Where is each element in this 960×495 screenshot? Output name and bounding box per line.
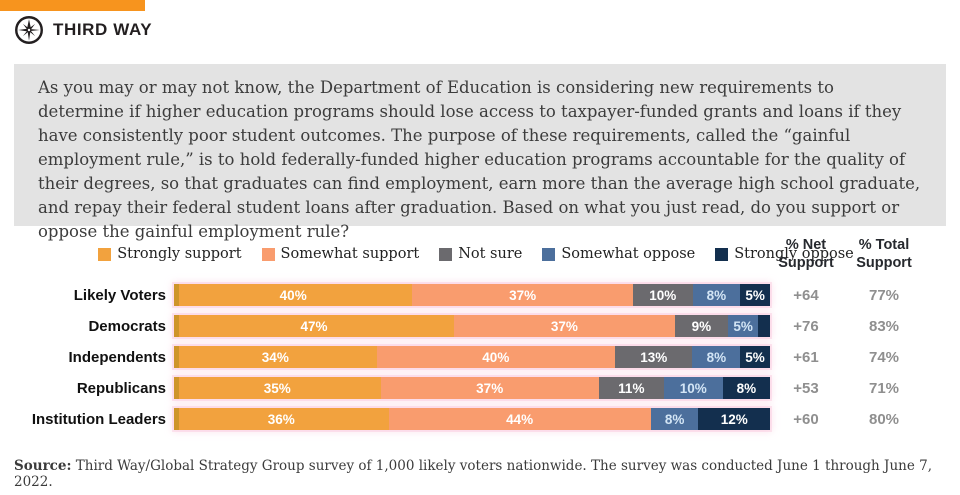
total-support-value: 83% <box>868 317 900 335</box>
legend: Strongly support Somewhat support Not sure… <box>98 246 854 263</box>
question-box: As you may or may not know, the Departme… <box>14 64 946 241</box>
bar-segment: 37% <box>380 377 599 400</box>
total-support-value: 80% <box>868 410 900 428</box>
category-label: Independents <box>68 348 166 366</box>
legend-item: Somewhat oppose <box>542 246 695 262</box>
brand-header: THIRD WAY <box>14 15 152 45</box>
brand-name: THIRD WAY <box>53 20 153 39</box>
bar-segment: 5% <box>728 315 759 338</box>
bar-segment: 40% <box>376 346 616 369</box>
bar-segment: 10% <box>663 377 723 400</box>
chart-row: Democrats 47% 37% 9% 5% +76 83% <box>14 315 926 338</box>
bar-segment: 34% <box>174 346 377 369</box>
chart-rows: Likely Voters 40% 37% 10% 8% 5% +64 77% Democrat… <box>14 284 926 431</box>
total-support-value: 77% <box>868 286 900 304</box>
total-support-column-header: % Total Support <box>856 237 912 272</box>
bar-segment: 40% <box>174 284 413 307</box>
net-support-value: +60 <box>793 410 819 428</box>
legend-item: Strongly support <box>98 246 242 263</box>
bar-segment: 5% <box>740 346 770 369</box>
legend-label: Not sure <box>458 246 523 263</box>
legend-item: Somewhat support <box>261 246 420 263</box>
bar-segment: 44% <box>388 408 651 431</box>
bar-segment: 5% <box>740 284 770 307</box>
bar-segment: 8% <box>722 377 770 400</box>
stacked-bar: 40% 37% 10% 8% 5% <box>174 284 770 307</box>
category-label: Republicans <box>76 379 166 397</box>
bar-segment: 13% <box>615 346 693 369</box>
legend-swatch <box>261 247 275 261</box>
category-label: Likely Voters <box>73 286 166 304</box>
chart-header: Strongly support Somewhat support Not sure… <box>14 236 926 272</box>
category-label: Institution Leaders <box>31 410 166 428</box>
legend-swatch <box>98 247 112 261</box>
stacked-bar: 35% 37% 11% 10% 8% <box>174 377 770 400</box>
bar-segment: 11% <box>598 377 664 400</box>
bar-segment: 36% <box>174 408 389 431</box>
bar-segment: 8% <box>650 408 699 431</box>
bar-segment: 8% <box>692 346 741 369</box>
bar-segment: 12% <box>698 408 770 431</box>
thirdway-compass-icon <box>14 15 44 45</box>
legend-item: Not sure <box>439 246 522 262</box>
bar-segment: 9% <box>674 315 729 338</box>
legend-swatch <box>715 247 729 261</box>
legend-label: Somewhat oppose <box>561 246 696 263</box>
chart-row: Likely Voters 40% 37% 10% 8% 5% +64 77% <box>14 284 926 307</box>
source-note: Source: Third Way/Global Strategy Group … <box>14 458 946 490</box>
bar-segment: 10% <box>632 284 693 307</box>
total-support-value: 71% <box>868 379 900 397</box>
bar-segment: 37% <box>454 315 675 338</box>
stacked-bar: 47% 37% 9% 5% <box>174 315 770 338</box>
stacked-bar: 36% 44% 8% 12% <box>174 408 770 431</box>
net-support-value: +64 <box>793 286 819 304</box>
bar-segment: 8% <box>692 284 741 307</box>
bar-segment: 37% <box>412 284 633 307</box>
source-label: Source: <box>14 458 72 474</box>
legend-item: Strongly oppose <box>715 246 854 262</box>
legend-swatch <box>439 247 453 261</box>
legend-label: Strongly support <box>117 246 242 263</box>
category-label: Democrats <box>88 317 166 335</box>
bar-segment <box>758 315 770 338</box>
chart-row: Republicans 35% 37% 11% 10% 8% +53 71% <box>14 377 926 400</box>
legend-label: Strongly oppose <box>734 246 854 263</box>
poll-chart: Strongly support Somewhat support Not sure… <box>0 236 960 431</box>
net-support-value: +61 <box>793 348 819 366</box>
bar-segment: 35% <box>174 377 381 400</box>
legend-label: Somewhat support <box>280 246 420 263</box>
net-support-value: +76 <box>793 317 819 335</box>
net-support-value: +53 <box>793 379 819 397</box>
chart-row: Institution Leaders 36% 44% 8% 12% +60 80% <box>14 408 926 431</box>
question-text: As you may or may not know, the Departme… <box>38 78 921 241</box>
brand-accent-bar <box>0 0 145 11</box>
stacked-bar: 34% 40% 13% 8% 5% <box>174 346 770 369</box>
bar-segment: 47% <box>174 315 455 338</box>
chart-row: Independents 34% 40% 13% 8% 5% +61 74% <box>14 346 926 369</box>
source-text: Third Way/Global Strategy Group survey o… <box>14 458 933 490</box>
net-support-column-header: % Net Support <box>778 237 834 272</box>
total-support-value: 74% <box>868 348 900 366</box>
legend-swatch <box>542 247 556 261</box>
